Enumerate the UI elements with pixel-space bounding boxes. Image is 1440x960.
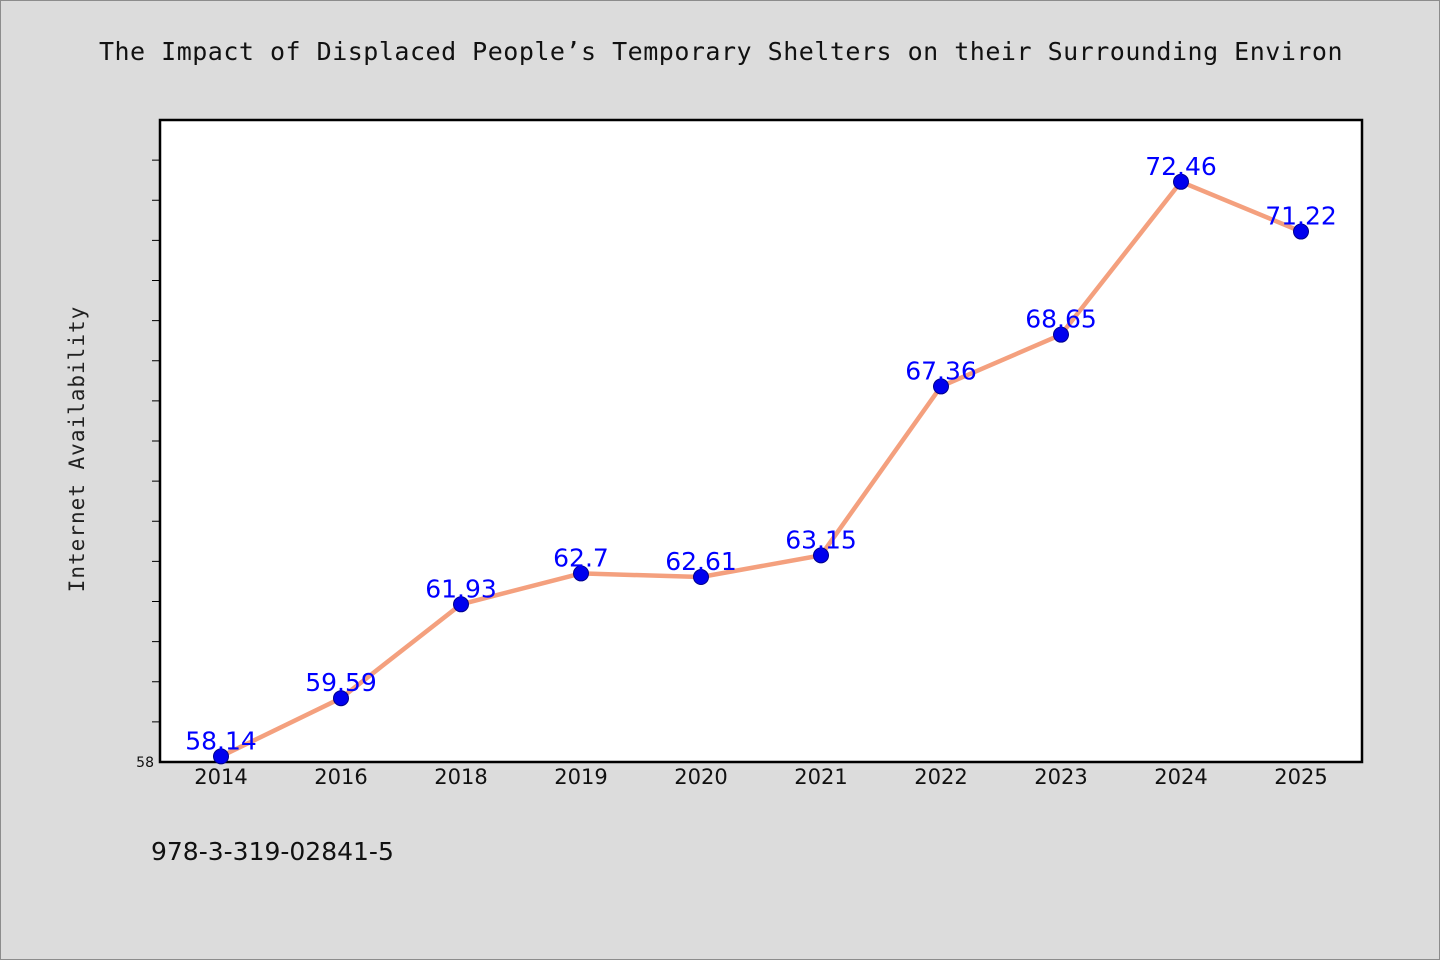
x-axis-tick-labels: 2014 2016 2018 2019 2020 2021 2022 2023 2024 2025 bbox=[194, 765, 1327, 789]
data-label: 63.15 bbox=[785, 525, 857, 554]
data-point bbox=[213, 748, 229, 765]
data-point bbox=[453, 596, 469, 613]
y-axis-tick-labels: 58 bbox=[136, 755, 154, 771]
x-tick-label: 2023 bbox=[1034, 765, 1087, 789]
data-label: 62.7 bbox=[553, 543, 609, 572]
x-tick-label: 2018 bbox=[434, 765, 487, 789]
x-tick-label: 2024 bbox=[1154, 765, 1207, 789]
data-labels: 58.14 59.59 61.93 62.7 62.61 63.15 67.36 68.65 7… bbox=[185, 152, 1337, 756]
x-tick-label: 2022 bbox=[914, 765, 967, 789]
data-point bbox=[333, 690, 349, 707]
series-lines bbox=[218, 179, 1304, 759]
chart-title: The Impact of Displaced People’s Tempora… bbox=[98, 37, 1344, 66]
data-label: 58.14 bbox=[185, 726, 257, 755]
data-label: 59.59 bbox=[305, 668, 377, 697]
y-tick-label: 58 bbox=[136, 755, 154, 771]
data-point bbox=[813, 547, 829, 564]
data-point bbox=[933, 378, 949, 395]
data-markers bbox=[213, 173, 1309, 765]
data-point bbox=[573, 565, 589, 582]
x-tick-label: 2016 bbox=[314, 765, 367, 789]
caption-text: 978-3-319-02841-5 bbox=[151, 837, 394, 866]
data-point bbox=[1173, 173, 1189, 190]
data-label: 71.22 bbox=[1265, 202, 1337, 231]
series-line bbox=[218, 179, 1304, 759]
data-label: 67.36 bbox=[905, 356, 977, 385]
x-tick-label: 2014 bbox=[194, 765, 247, 789]
plot-area bbox=[158, 118, 1364, 764]
data-point bbox=[1293, 223, 1309, 240]
data-point bbox=[693, 569, 709, 586]
x-tick-label: 2025 bbox=[1274, 765, 1327, 789]
data-label: 61.93 bbox=[425, 574, 497, 603]
x-tick-label: 2020 bbox=[674, 765, 727, 789]
data-label: 72.46 bbox=[1145, 152, 1217, 181]
x-tick-label: 2021 bbox=[794, 765, 847, 789]
y-axis-ticks bbox=[152, 159, 160, 723]
data-label: 68.65 bbox=[1025, 305, 1097, 334]
data-point bbox=[1053, 326, 1069, 343]
data-label: 62.61 bbox=[665, 547, 737, 576]
x-tick-label: 2019 bbox=[554, 765, 607, 789]
